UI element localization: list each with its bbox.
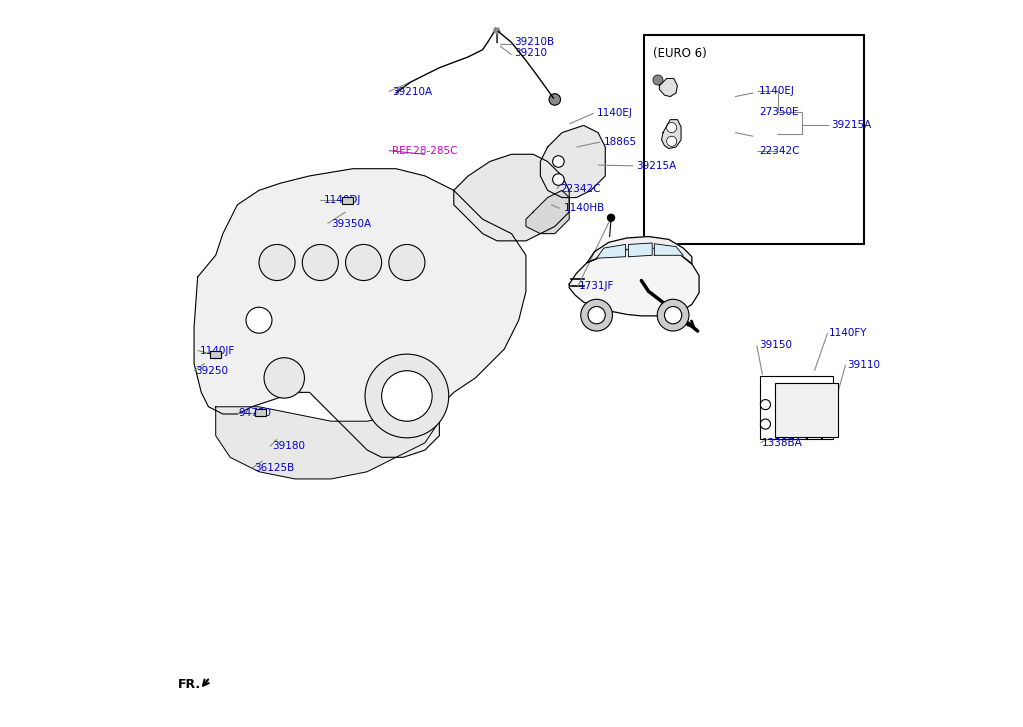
Circle shape [246, 308, 272, 333]
Circle shape [389, 244, 425, 281]
Text: 1140FY: 1140FY [829, 328, 868, 338]
Text: FR.: FR. [178, 678, 202, 691]
Text: 1140EJ: 1140EJ [759, 86, 795, 96]
Text: 22342C: 22342C [759, 145, 799, 156]
Polygon shape [662, 120, 681, 148]
Text: REF.28-285C: REF.28-285C [393, 145, 458, 156]
Polygon shape [596, 244, 625, 258]
Circle shape [365, 354, 449, 438]
Text: 39150: 39150 [759, 340, 792, 350]
Text: 27350E: 27350E [759, 108, 799, 118]
Bar [774, 383, 838, 437]
Circle shape [264, 358, 305, 398]
Text: 1140HB: 1140HB [564, 204, 605, 214]
Polygon shape [540, 126, 606, 198]
Polygon shape [587, 236, 692, 264]
Bar [644, 35, 864, 244]
Text: 39210A: 39210A [393, 87, 433, 97]
Polygon shape [655, 244, 683, 255]
Polygon shape [628, 243, 653, 257]
Bar [211, 350, 221, 358]
Text: 36125B: 36125B [254, 463, 295, 473]
Text: 39110: 39110 [847, 360, 880, 370]
Circle shape [549, 94, 561, 105]
Circle shape [346, 244, 382, 281]
Polygon shape [569, 248, 699, 316]
Circle shape [552, 156, 564, 167]
Polygon shape [660, 79, 677, 97]
Polygon shape [454, 154, 569, 241]
Text: 94750: 94750 [238, 408, 272, 417]
Text: 1338BA: 1338BA [762, 438, 803, 448]
Text: 39180: 39180 [272, 441, 305, 451]
Text: 1140EJ: 1140EJ [596, 108, 632, 119]
Polygon shape [526, 190, 569, 233]
Circle shape [608, 214, 615, 222]
Text: 22342C: 22342C [560, 184, 601, 194]
Text: 1731JF: 1731JF [579, 281, 614, 292]
Text: 39350A: 39350A [331, 219, 371, 228]
Circle shape [760, 419, 770, 429]
Circle shape [588, 307, 606, 324]
Circle shape [667, 123, 676, 132]
Circle shape [657, 300, 688, 331]
Bar [255, 409, 266, 416]
Circle shape [665, 307, 681, 324]
Text: 18865: 18865 [604, 137, 637, 147]
Text: 1140JF: 1140JF [199, 345, 235, 356]
Text: 39210: 39210 [514, 48, 546, 58]
Text: 39215A: 39215A [831, 121, 872, 130]
Circle shape [760, 400, 770, 410]
Polygon shape [194, 169, 526, 457]
Bar [343, 197, 353, 204]
Text: 39250: 39250 [195, 366, 228, 376]
Circle shape [302, 244, 339, 281]
Polygon shape [216, 407, 439, 479]
Bar [760, 376, 833, 439]
Text: 1140DJ: 1140DJ [324, 196, 361, 206]
Text: 39215A: 39215A [636, 161, 676, 171]
Circle shape [667, 136, 676, 146]
Circle shape [552, 174, 564, 185]
Circle shape [581, 300, 613, 331]
Circle shape [653, 75, 663, 85]
Text: (EURO 6): (EURO 6) [653, 47, 707, 60]
Text: 39210B: 39210B [514, 38, 553, 47]
Polygon shape [494, 28, 500, 33]
Circle shape [259, 244, 295, 281]
Circle shape [382, 371, 432, 421]
